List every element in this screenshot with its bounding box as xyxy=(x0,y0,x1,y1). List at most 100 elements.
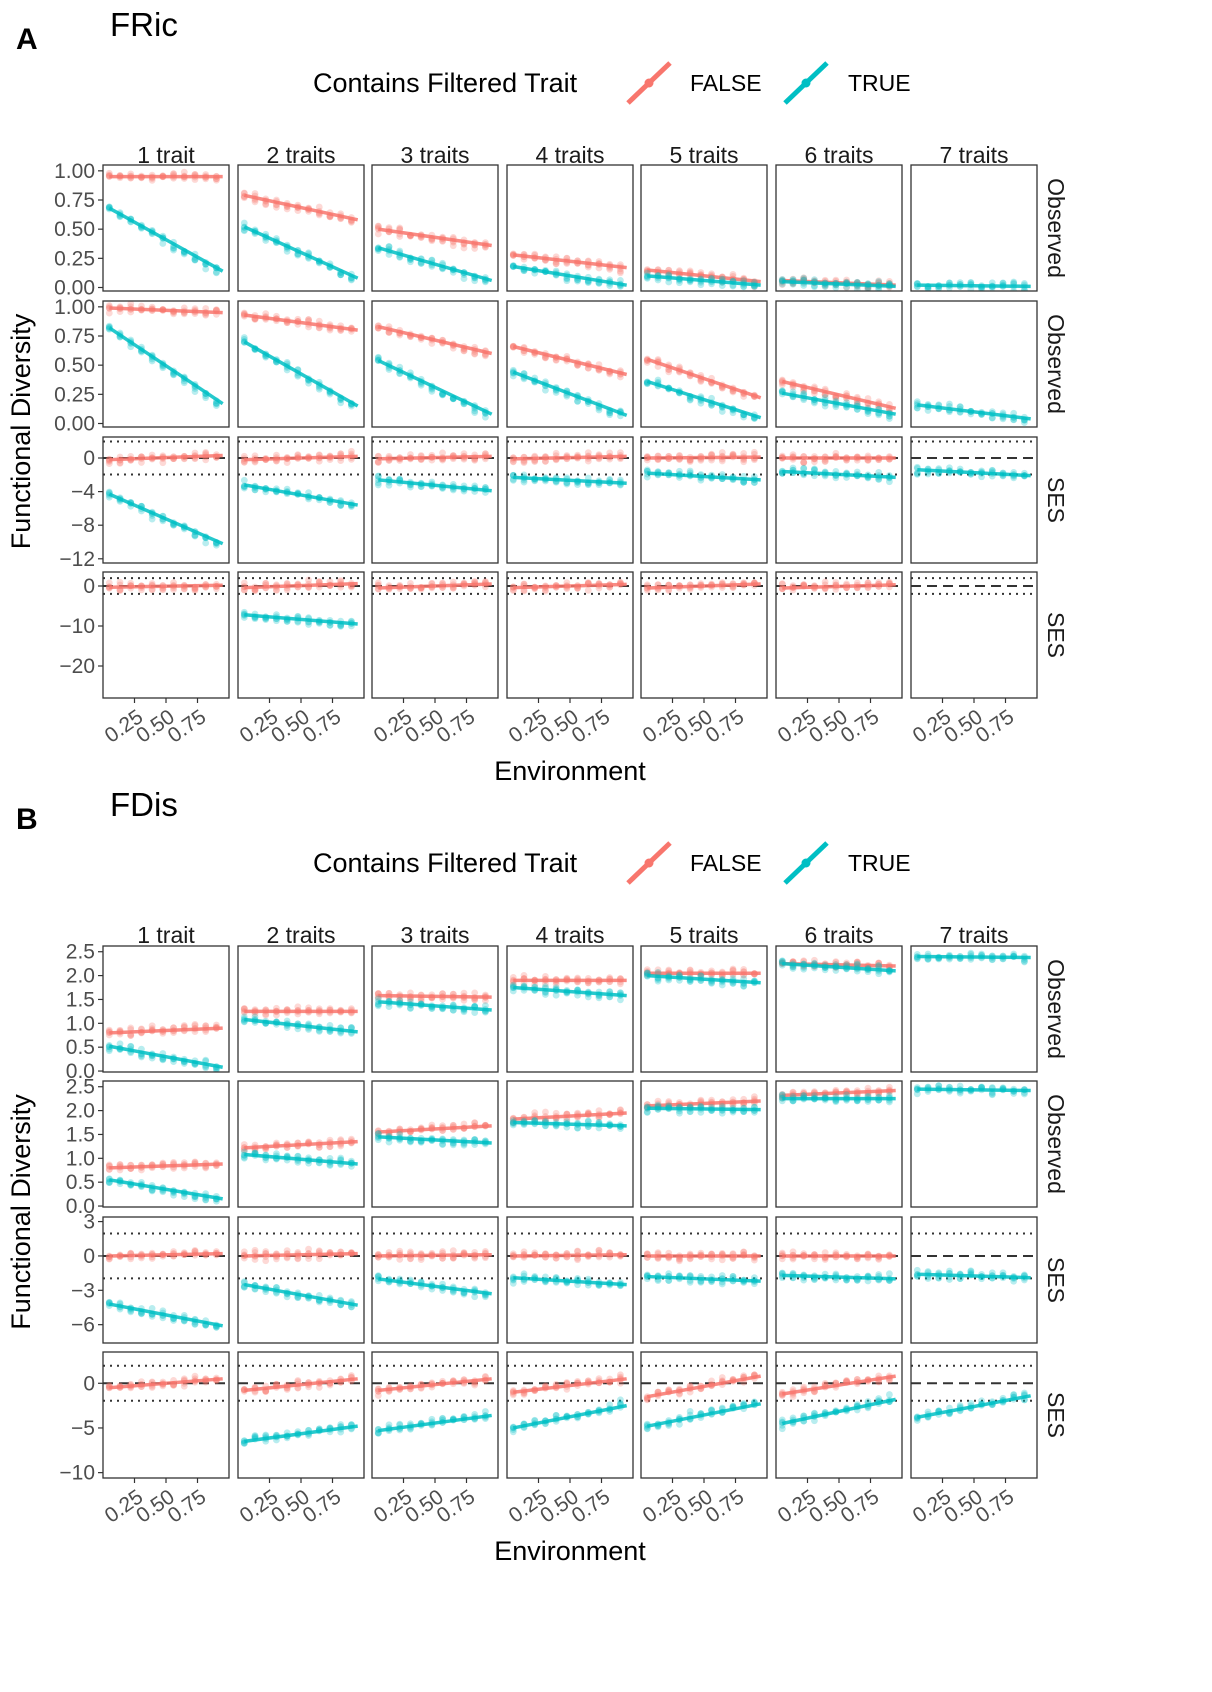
data-point-false xyxy=(471,456,479,464)
fit-line-false xyxy=(647,582,761,590)
panel-content xyxy=(374,322,493,421)
fit-line-true xyxy=(244,1152,358,1166)
fit-line-true xyxy=(108,1302,224,1328)
data-point-true xyxy=(449,1141,457,1149)
facet-panel xyxy=(910,164,1038,292)
facet-panel: 0.250.500.75 xyxy=(909,571,1038,748)
data-point-false xyxy=(396,1255,404,1263)
fit-line-true xyxy=(108,206,224,273)
facet-panel xyxy=(237,1216,365,1344)
data-point-true xyxy=(800,274,808,282)
y-tick-label: 0 xyxy=(83,575,95,598)
data-point-true xyxy=(853,286,861,291)
data-point-false xyxy=(584,457,592,465)
data-point-false xyxy=(811,389,818,397)
data-point-true xyxy=(988,1090,996,1098)
fit-line-true xyxy=(377,246,493,283)
panel-content xyxy=(105,1021,224,1072)
data-point-false xyxy=(180,168,188,176)
strip-label-column: 7 traits xyxy=(939,142,1008,168)
panel-background xyxy=(911,572,1037,698)
data-point-true xyxy=(697,1108,705,1116)
data-point-false xyxy=(191,586,199,593)
panel-border xyxy=(102,436,230,564)
panel-content xyxy=(372,577,498,595)
data-point-false xyxy=(396,1247,404,1255)
data-point-false xyxy=(740,966,748,973)
data-point-false xyxy=(552,260,560,268)
legend-label-true: TRUE xyxy=(848,70,911,96)
legend-key-point xyxy=(801,858,811,868)
panel-background xyxy=(911,1081,1037,1207)
panel-content xyxy=(238,440,364,510)
data-point-false xyxy=(148,1022,156,1030)
data-point-false xyxy=(283,459,291,467)
data-point-false xyxy=(654,1097,662,1105)
data-point-false xyxy=(374,230,382,238)
panel-border xyxy=(371,164,499,292)
data-point-true xyxy=(886,415,893,422)
panel-content xyxy=(238,1232,364,1311)
legend-key-point xyxy=(644,78,654,88)
fit-line-false xyxy=(109,1026,223,1035)
fit-line-true xyxy=(513,475,627,485)
fit-line-false xyxy=(647,455,761,460)
legend-label-true: TRUE xyxy=(848,850,911,876)
data-point-false xyxy=(520,971,528,979)
data-point-true xyxy=(315,385,323,393)
panel-content xyxy=(913,949,1031,966)
y-tick-label: 0.0 xyxy=(66,1060,95,1083)
facet-panel xyxy=(506,164,634,292)
panel-background xyxy=(641,946,767,1072)
fit-line-true xyxy=(244,613,358,626)
facet-panel xyxy=(910,1080,1038,1208)
panel-content xyxy=(643,355,762,422)
data-point-false xyxy=(832,449,840,457)
panel-border xyxy=(640,1080,768,1208)
facet-panel xyxy=(102,436,230,564)
data-point-false xyxy=(116,587,124,594)
data-point-true xyxy=(864,410,872,418)
panel-border xyxy=(506,1080,634,1208)
panel-border xyxy=(102,1080,230,1208)
panel-content xyxy=(240,189,359,284)
data-point-false xyxy=(337,457,345,464)
facet-panel xyxy=(102,945,230,1073)
data-point-false xyxy=(542,1108,549,1116)
fit-line-true xyxy=(243,225,359,280)
data-point-true xyxy=(665,278,673,286)
data-point-false xyxy=(531,1109,539,1117)
panel-border xyxy=(102,164,230,292)
data-point-true xyxy=(697,399,705,407)
y-tick-label: 0.50 xyxy=(54,218,95,241)
panel-border xyxy=(371,1216,499,1344)
data-point-true xyxy=(811,399,818,407)
strip-label-column: 6 traits xyxy=(804,142,873,168)
fit-line-false xyxy=(513,582,627,590)
x-tick-label: 0.75 xyxy=(299,705,346,747)
facet-panel xyxy=(506,1216,634,1344)
data-point-true xyxy=(159,240,167,247)
data-point-false xyxy=(251,452,259,460)
data-point-true xyxy=(348,1024,355,1031)
data-point-false xyxy=(240,1248,248,1256)
data-point-true xyxy=(374,472,382,480)
data-point-true xyxy=(471,409,479,416)
data-point-true xyxy=(213,402,220,409)
panel-background xyxy=(372,1081,498,1207)
fit-line-false xyxy=(378,1253,492,1258)
data-point-true xyxy=(697,476,705,484)
panel-content xyxy=(240,1135,358,1170)
data-point-false xyxy=(116,459,124,467)
data-point-false xyxy=(542,980,549,988)
data-point-true xyxy=(778,1091,786,1098)
data-point-true xyxy=(821,402,829,410)
fit-line-true xyxy=(513,1120,627,1128)
data-point-false xyxy=(407,579,414,587)
data-point-true xyxy=(127,1042,135,1050)
panel-content xyxy=(105,168,224,277)
y-tick-label: 2.0 xyxy=(66,1100,95,1123)
data-point-true xyxy=(471,1009,479,1016)
data-point-true xyxy=(202,1056,210,1064)
